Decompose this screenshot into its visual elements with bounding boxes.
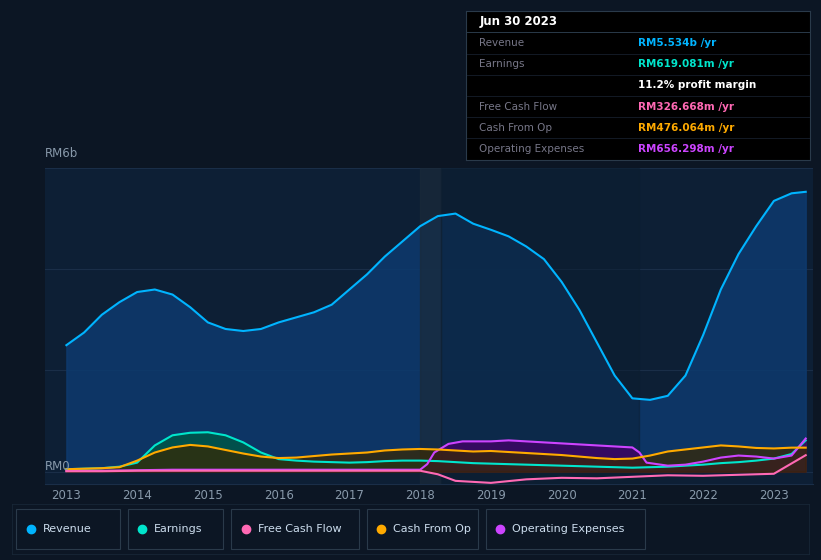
Text: RM619.081m /yr: RM619.081m /yr [638,59,734,69]
Text: RM656.298m /yr: RM656.298m /yr [638,144,734,154]
Bar [420,168,442,484]
Text: Cash From Op: Cash From Op [393,524,471,534]
Text: Free Cash Flow: Free Cash Flow [479,101,557,111]
Text: 11.2% profit margin: 11.2% profit margin [638,81,756,90]
Text: RM0: RM0 [45,460,71,473]
Text: RM5.534b /yr: RM5.534b /yr [638,38,716,48]
Text: RM6b: RM6b [45,147,78,160]
Text: Revenue: Revenue [43,524,91,534]
Text: Revenue: Revenue [479,38,525,48]
Text: Operating Expenses: Operating Expenses [479,144,585,154]
Text: Cash From Op: Cash From Op [479,123,553,133]
Text: Earnings: Earnings [479,59,525,69]
Text: RM476.064m /yr: RM476.064m /yr [638,123,734,133]
Text: Operating Expenses: Operating Expenses [512,524,625,534]
Text: Jun 30 2023: Jun 30 2023 [479,15,557,29]
Text: RM326.668m /yr: RM326.668m /yr [638,101,734,111]
Bar [442,168,640,484]
Text: Free Cash Flow: Free Cash Flow [258,524,342,534]
Text: Earnings: Earnings [154,524,203,534]
